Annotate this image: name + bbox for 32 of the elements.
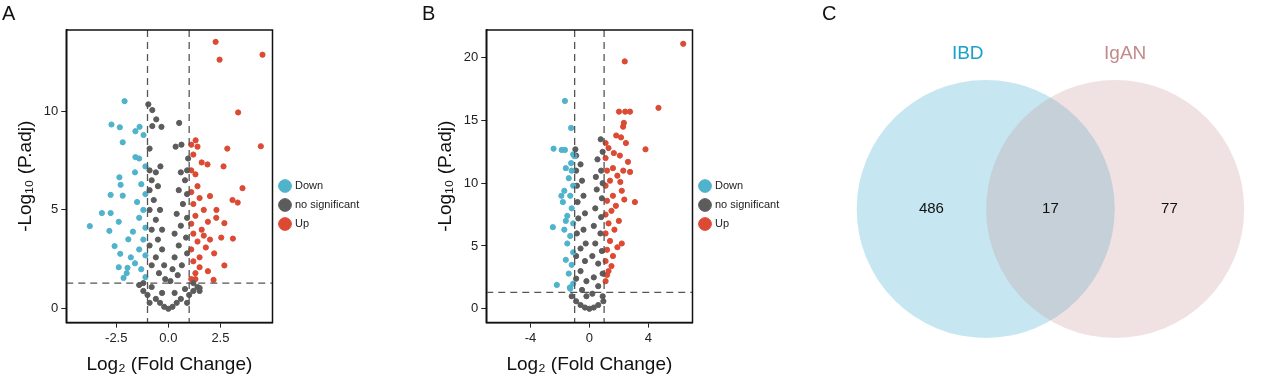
y-tick-label: 0 [51,300,59,316]
legend-label: no significant [715,198,780,211]
legend-label: IBD [951,42,984,64]
x-tick-label: -2.5 [105,329,128,345]
text: 486 [918,199,944,217]
text: 77 [1161,199,1178,217]
x-tick-label: 0 [585,329,593,345]
x-tick-label: 0.0 [159,329,178,345]
y-tick-label: 15 [463,112,479,127]
y-axis-title: -Log₁₀ (P.adj) [13,120,35,232]
y-tick-label: 20 [463,49,479,65]
legend-label: Down [715,179,744,192]
text: C [822,1,837,24]
legend-label: Up [295,217,310,230]
legend-label: Up [715,217,730,230]
y-tick-label: 0 [471,300,479,316]
legend-label: Down [295,179,324,192]
y-tick-label: 10 [43,102,59,118]
x-axis-title: Log₂ (Fold Change) [86,352,253,374]
legend-label: no significant [295,198,360,211]
x-axis-title: Log₂ (Fold Change) [506,352,673,374]
legend-label: IgAN [1104,42,1147,64]
chart-title: A [2,1,16,24]
text: 17 [1042,199,1059,217]
x-tick-label: -4 [524,329,537,345]
chart-title: B [422,1,436,24]
x-tick-label: 2.5 [211,329,230,345]
y-tick-label: 5 [471,237,479,253]
y-tick-label: 10 [463,174,479,190]
y-axis-title: -Log₁₀ (P.adj) [433,120,455,232]
x-tick-label: 4 [644,329,652,345]
y-tick-label: 5 [51,201,59,217]
